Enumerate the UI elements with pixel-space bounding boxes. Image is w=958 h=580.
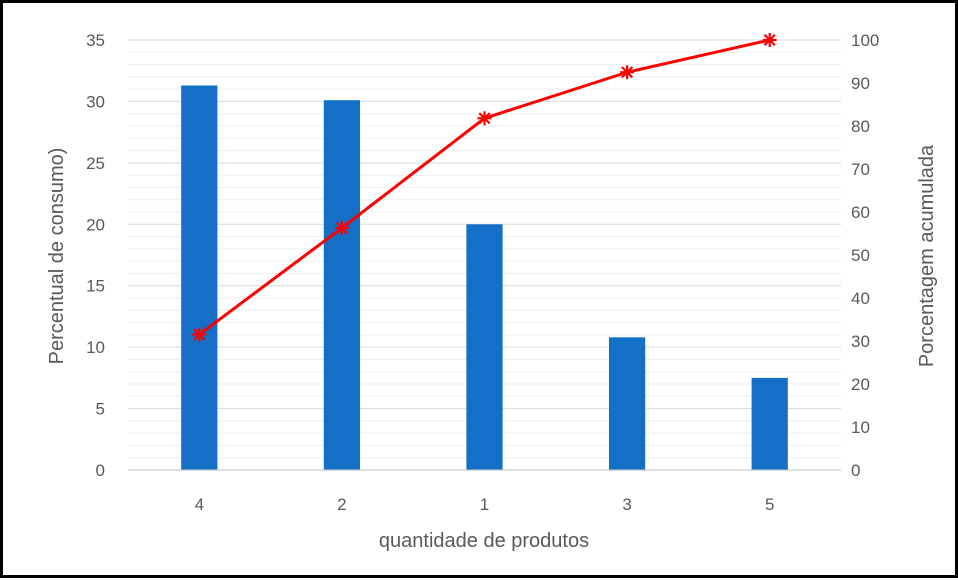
x-tick-label: 2 — [337, 495, 346, 514]
marker-stroke — [621, 66, 634, 79]
y-tick-label-right: 50 — [851, 246, 870, 265]
x-axis-title: quantidade de produtos — [379, 530, 589, 552]
marker-stroke — [763, 33, 776, 47]
marker-stroke — [335, 221, 348, 234]
y-tick-label-left: 20 — [86, 215, 105, 234]
y-tick-label-right: 30 — [851, 332, 870, 351]
y-tick-label-right: 90 — [851, 74, 870, 93]
y-tick-label-right: 100 — [851, 31, 879, 50]
y-tick-label-left: 30 — [86, 92, 105, 111]
y-tick-label-right: 60 — [851, 203, 870, 222]
y-tick-label-right: 20 — [851, 375, 870, 394]
y-tick-label-right: 40 — [851, 289, 870, 308]
y-tick-label-left: 10 — [86, 338, 105, 357]
cumulative-marker-4 — [192, 327, 207, 342]
bar-series — [181, 85, 788, 470]
y-tick-label-right: 70 — [851, 160, 870, 179]
cumulative-marker-2 — [334, 220, 349, 235]
cumulative-marker-5 — [762, 33, 777, 47]
x-tick-label: 3 — [622, 495, 631, 514]
cumulative-marker-3 — [620, 65, 635, 80]
marker-stroke — [478, 112, 491, 125]
cumulative-line-series — [192, 33, 777, 342]
x-tick-label: 1 — [480, 495, 489, 514]
y-tick-label-left: 0 — [96, 461, 105, 480]
y-tick-label-left: 25 — [86, 154, 105, 173]
cumulative-marker-1 — [477, 111, 492, 126]
y-axis-title-left: Percentual de consumo) — [46, 148, 68, 365]
bar-5 — [751, 377, 788, 470]
bar-1 — [466, 224, 503, 470]
y-tick-label-right: 80 — [851, 117, 870, 136]
y-tick-label-right: 10 — [851, 418, 870, 437]
bar-2 — [323, 100, 361, 470]
x-tick-label: 4 — [195, 495, 204, 514]
y-tick-label-left: 5 — [96, 400, 105, 419]
y-tick-label-left: 35 — [86, 31, 105, 50]
bar-3 — [608, 337, 646, 470]
x-tick-label: 5 — [765, 495, 774, 514]
marker-stroke — [193, 328, 206, 341]
bar-4 — [181, 85, 218, 470]
y-tick-label-right: 0 — [851, 461, 860, 480]
y-tick-label-left: 15 — [86, 277, 105, 296]
y-axis-title-right: Porcentagem acumulada — [916, 144, 938, 367]
